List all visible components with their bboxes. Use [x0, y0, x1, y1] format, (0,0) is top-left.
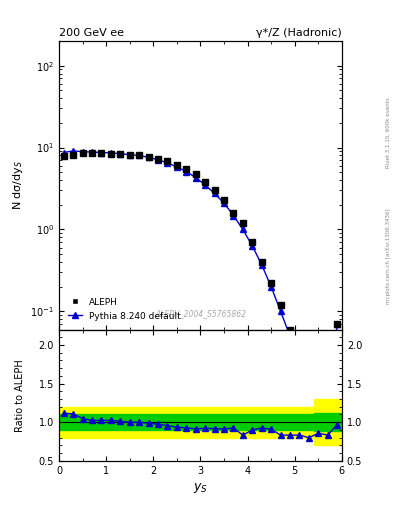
Text: ALEPH_2004_S5765862: ALEPH_2004_S5765862	[155, 309, 246, 318]
Text: 200 GeV ee: 200 GeV ee	[59, 28, 124, 38]
Y-axis label: Ratio to ALEPH: Ratio to ALEPH	[15, 359, 25, 432]
Text: mcplots.cern.ch [arXiv:1306.3436]: mcplots.cern.ch [arXiv:1306.3436]	[386, 208, 391, 304]
X-axis label: y$_S$: y$_S$	[193, 481, 208, 495]
Y-axis label: N dσ/dy$_S$: N dσ/dy$_S$	[11, 160, 25, 210]
Text: γ*/Z (Hadronic): γ*/Z (Hadronic)	[256, 28, 342, 38]
Text: Rivet 3.1.10, 600k events: Rivet 3.1.10, 600k events	[386, 98, 391, 168]
Legend: ALEPH, Pythia 8.240 default: ALEPH, Pythia 8.240 default	[63, 293, 185, 325]
